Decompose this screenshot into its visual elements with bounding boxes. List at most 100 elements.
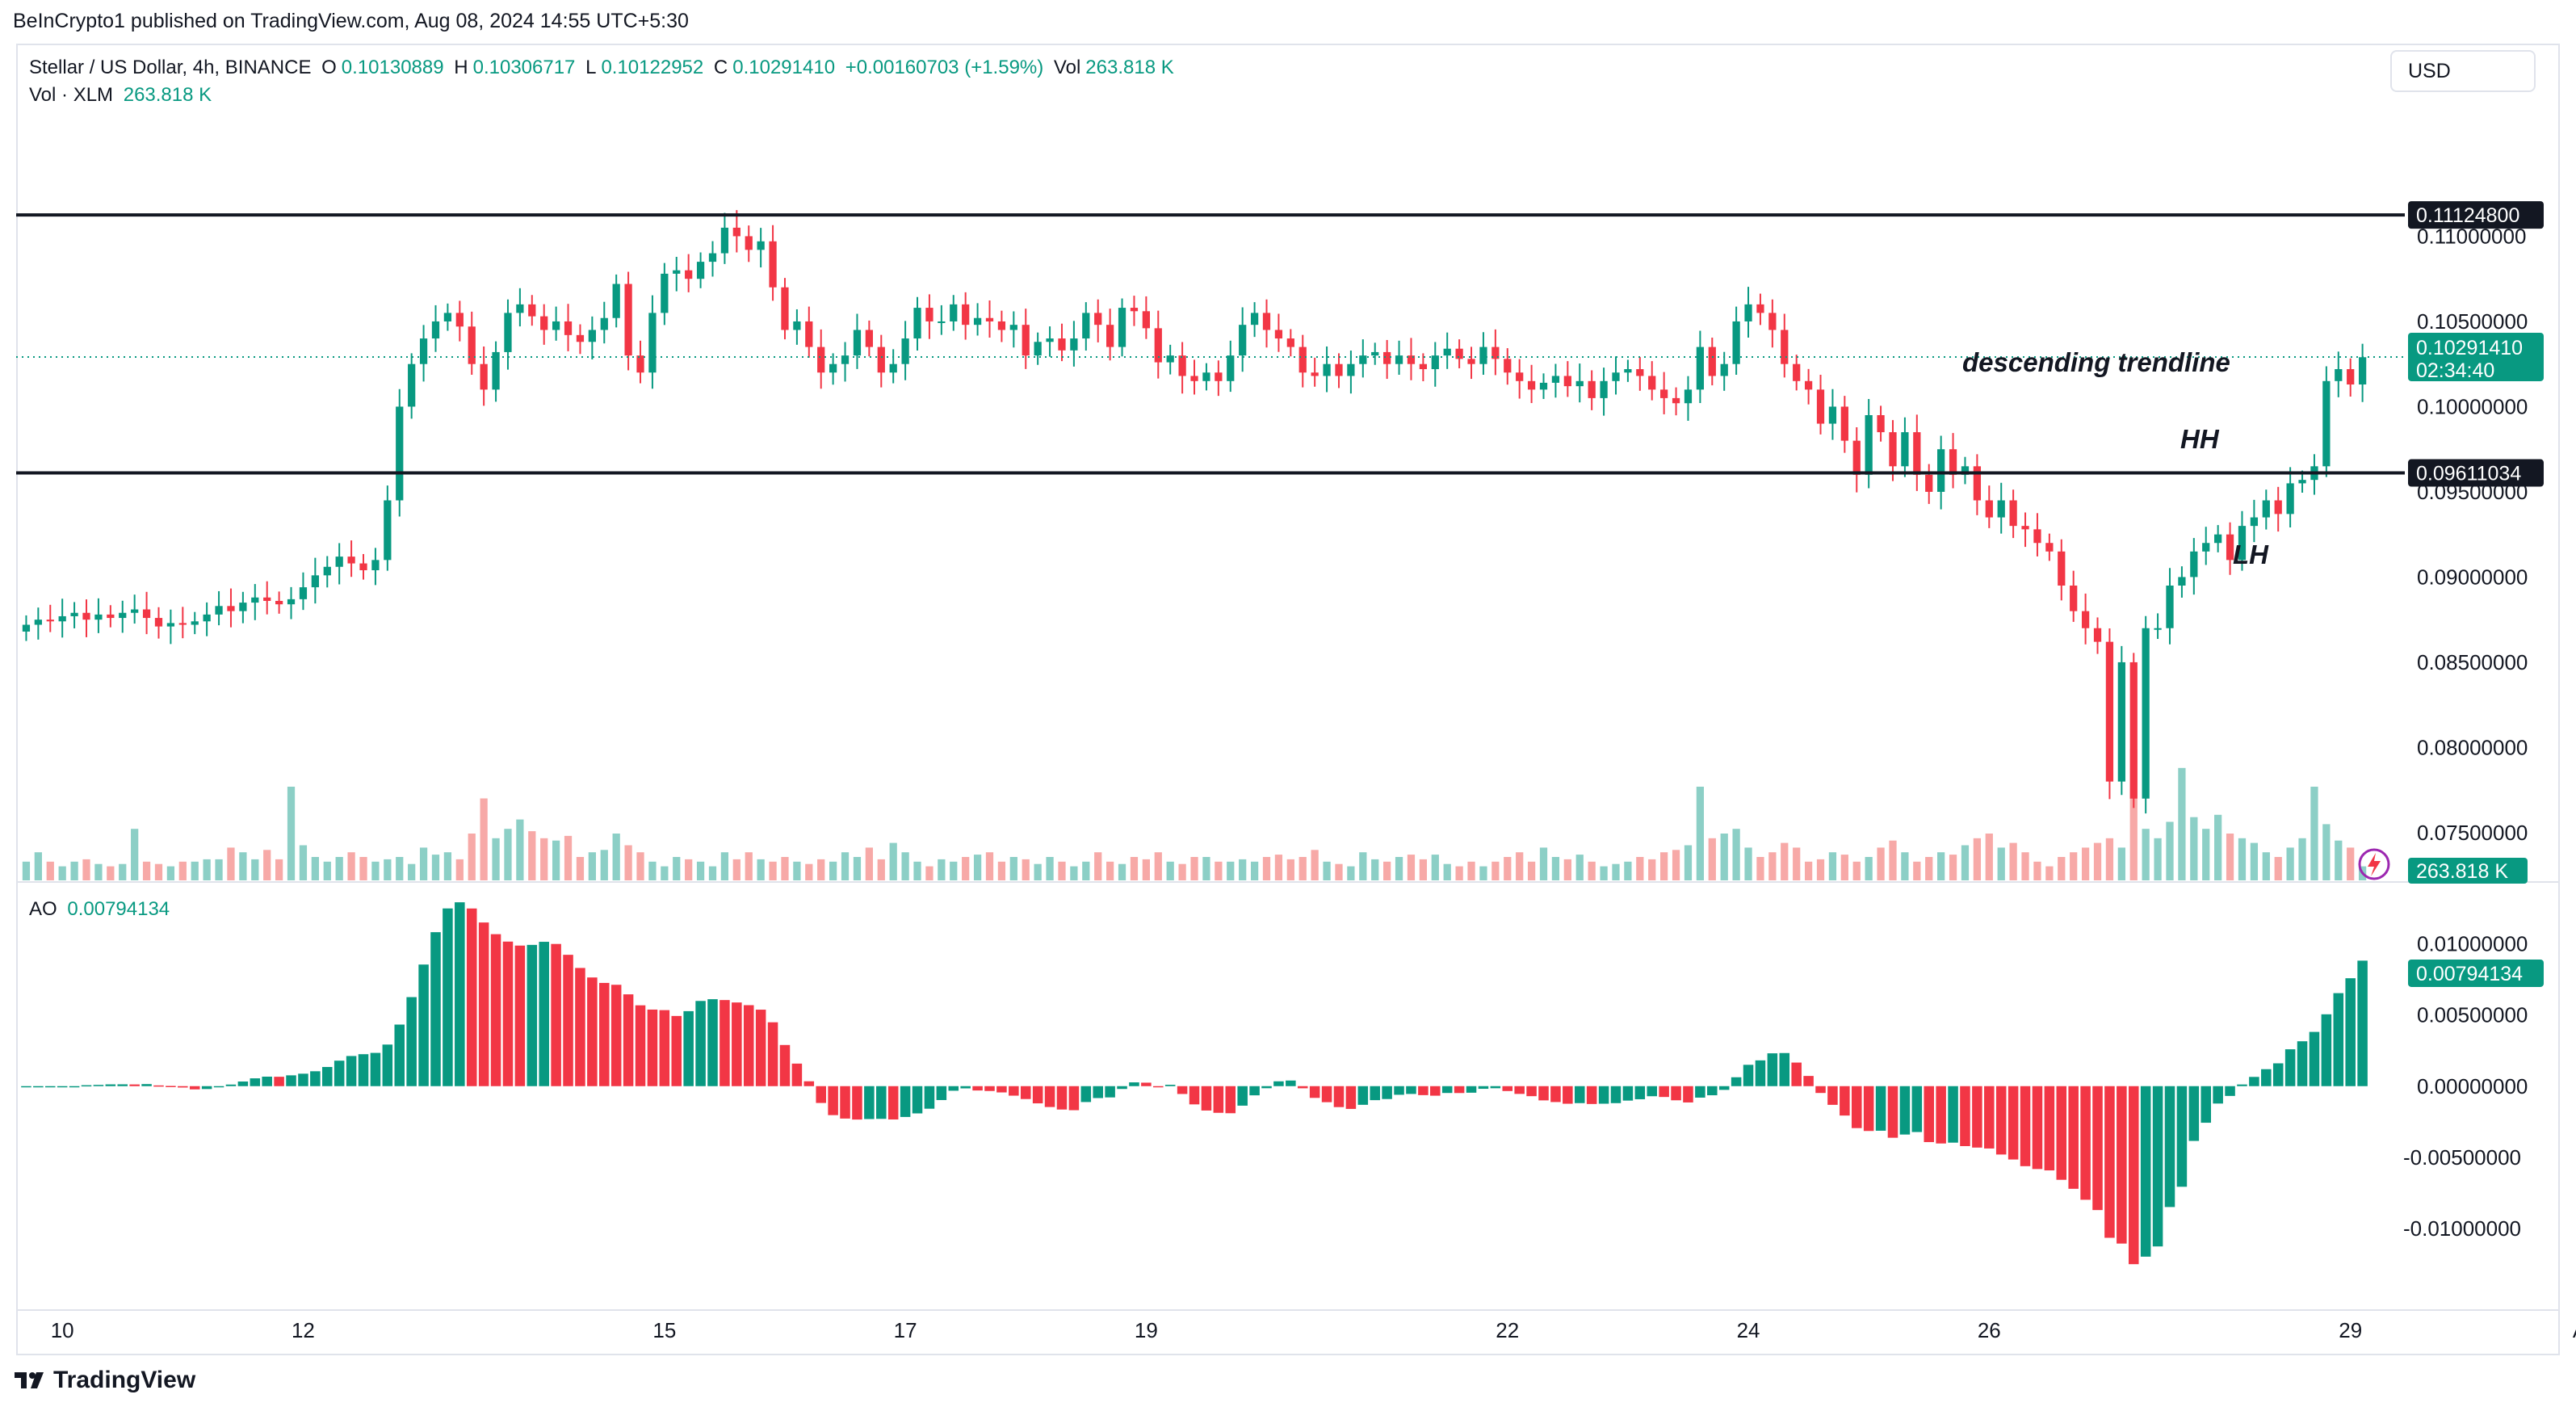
candle-body	[22, 624, 31, 632]
candle-body	[2298, 480, 2306, 484]
currency-button[interactable]: USD	[2390, 50, 2536, 92]
candle	[166, 609, 175, 645]
ao-bar	[527, 944, 538, 1086]
volume-bar	[359, 857, 367, 880]
candle	[1768, 299, 1777, 348]
candle	[1877, 405, 1885, 442]
volume-bar	[1997, 847, 2005, 880]
ao-bar	[346, 1056, 357, 1086]
ao-bar	[1563, 1086, 1573, 1104]
ao-bar	[1803, 1076, 1814, 1086]
candle-body	[1190, 376, 1198, 381]
volume-bar	[745, 852, 753, 880]
volume-bar	[1575, 855, 1584, 880]
ao-bar	[310, 1071, 321, 1086]
candle	[1479, 332, 1487, 375]
volume-bar	[1407, 855, 1416, 880]
ao-bar	[1815, 1086, 1826, 1094]
candle-body	[1696, 346, 1705, 390]
candle-body	[1094, 313, 1102, 326]
candle	[2105, 628, 2114, 800]
flash-icon-ring	[2358, 848, 2390, 880]
tradingview-logo-icon	[15, 1372, 44, 1388]
candle	[46, 604, 54, 632]
candle	[745, 225, 753, 262]
candle-body	[1720, 363, 1728, 376]
ao-bar	[1911, 1086, 1923, 1132]
ao-bar	[1586, 1086, 1597, 1104]
volume-bar	[58, 866, 66, 880]
ao-bar	[1105, 1086, 1115, 1098]
volume-bar	[612, 834, 620, 880]
volume-bar	[1323, 861, 1331, 880]
ao-tag-bg	[2408, 959, 2544, 987]
candle-body	[552, 321, 560, 330]
candle-body	[215, 606, 223, 615]
volume-bar	[1865, 857, 1873, 880]
ao-bar	[1995, 1086, 2007, 1155]
resistance-tag: 0.11124800	[2408, 201, 2544, 229]
ao-tick-label: 0.00000000	[2417, 1074, 2528, 1098]
volume-bar	[636, 852, 644, 880]
candle	[1865, 398, 1873, 489]
candle	[2021, 512, 2029, 548]
candle-body	[673, 270, 681, 274]
candle-body	[1563, 376, 1571, 387]
volume-bar	[841, 852, 850, 880]
candle	[1274, 313, 1283, 352]
ao-bar	[563, 955, 573, 1086]
volume-bar	[419, 847, 428, 880]
ao-bar	[1695, 1086, 1705, 1098]
ao-bar	[659, 1010, 670, 1086]
volume-bar	[251, 859, 259, 880]
volume-bar	[1551, 857, 1560, 880]
ao-bar	[1827, 1086, 1838, 1105]
volume-bar	[1925, 857, 1933, 880]
ao-bar	[912, 1086, 923, 1114]
ao-bar	[382, 1044, 393, 1086]
candle	[1672, 387, 1680, 416]
volume-bar	[1913, 861, 1921, 880]
volume-bar	[661, 866, 669, 880]
candle	[1720, 351, 1728, 391]
candle	[648, 295, 657, 389]
candle	[1804, 368, 1813, 405]
candle	[58, 598, 66, 638]
candle-body	[1985, 500, 1993, 518]
volume-bar	[1985, 834, 1993, 880]
volume-bar	[468, 834, 476, 880]
candle-body	[624, 284, 632, 356]
symbol-title[interactable]: Stellar / US Dollar, 4h, BINANCE	[29, 57, 312, 78]
time-tick-label: 29	[2339, 1318, 2362, 1342]
candle-body	[2129, 662, 2138, 799]
candle-body	[1262, 313, 1271, 330]
volume-bar	[624, 845, 632, 880]
candle	[335, 543, 343, 585]
ao-bar	[2140, 1086, 2151, 1257]
candle	[1250, 302, 1259, 338]
ao-bar	[2237, 1084, 2247, 1086]
candle-body	[2166, 585, 2174, 628]
ao-bar	[478, 922, 489, 1086]
candle	[612, 274, 620, 328]
candle	[528, 295, 536, 326]
time-tick-label: 19	[1135, 1318, 1158, 1342]
candle	[985, 300, 994, 338]
volume-bar	[2274, 857, 2282, 880]
ao-title[interactable]: AO	[29, 898, 57, 920]
volume-bar	[1889, 840, 1897, 880]
volume-bar	[528, 831, 536, 880]
ao-bar	[900, 1086, 911, 1117]
ao-bar	[1286, 1080, 1296, 1086]
ao-bar	[358, 1054, 369, 1086]
candle	[142, 591, 151, 635]
ao-bar	[732, 1002, 742, 1086]
ao-tick-label: -0.01000000	[2403, 1216, 2521, 1241]
resistance-tag-text: 0.11124800	[2416, 204, 2519, 227]
volume-bar	[287, 787, 296, 880]
volume-bar	[1058, 861, 1066, 880]
vol-series-title[interactable]: Vol · XLM	[29, 84, 114, 106]
ao-bar	[490, 934, 501, 1086]
candle-body	[516, 304, 524, 313]
